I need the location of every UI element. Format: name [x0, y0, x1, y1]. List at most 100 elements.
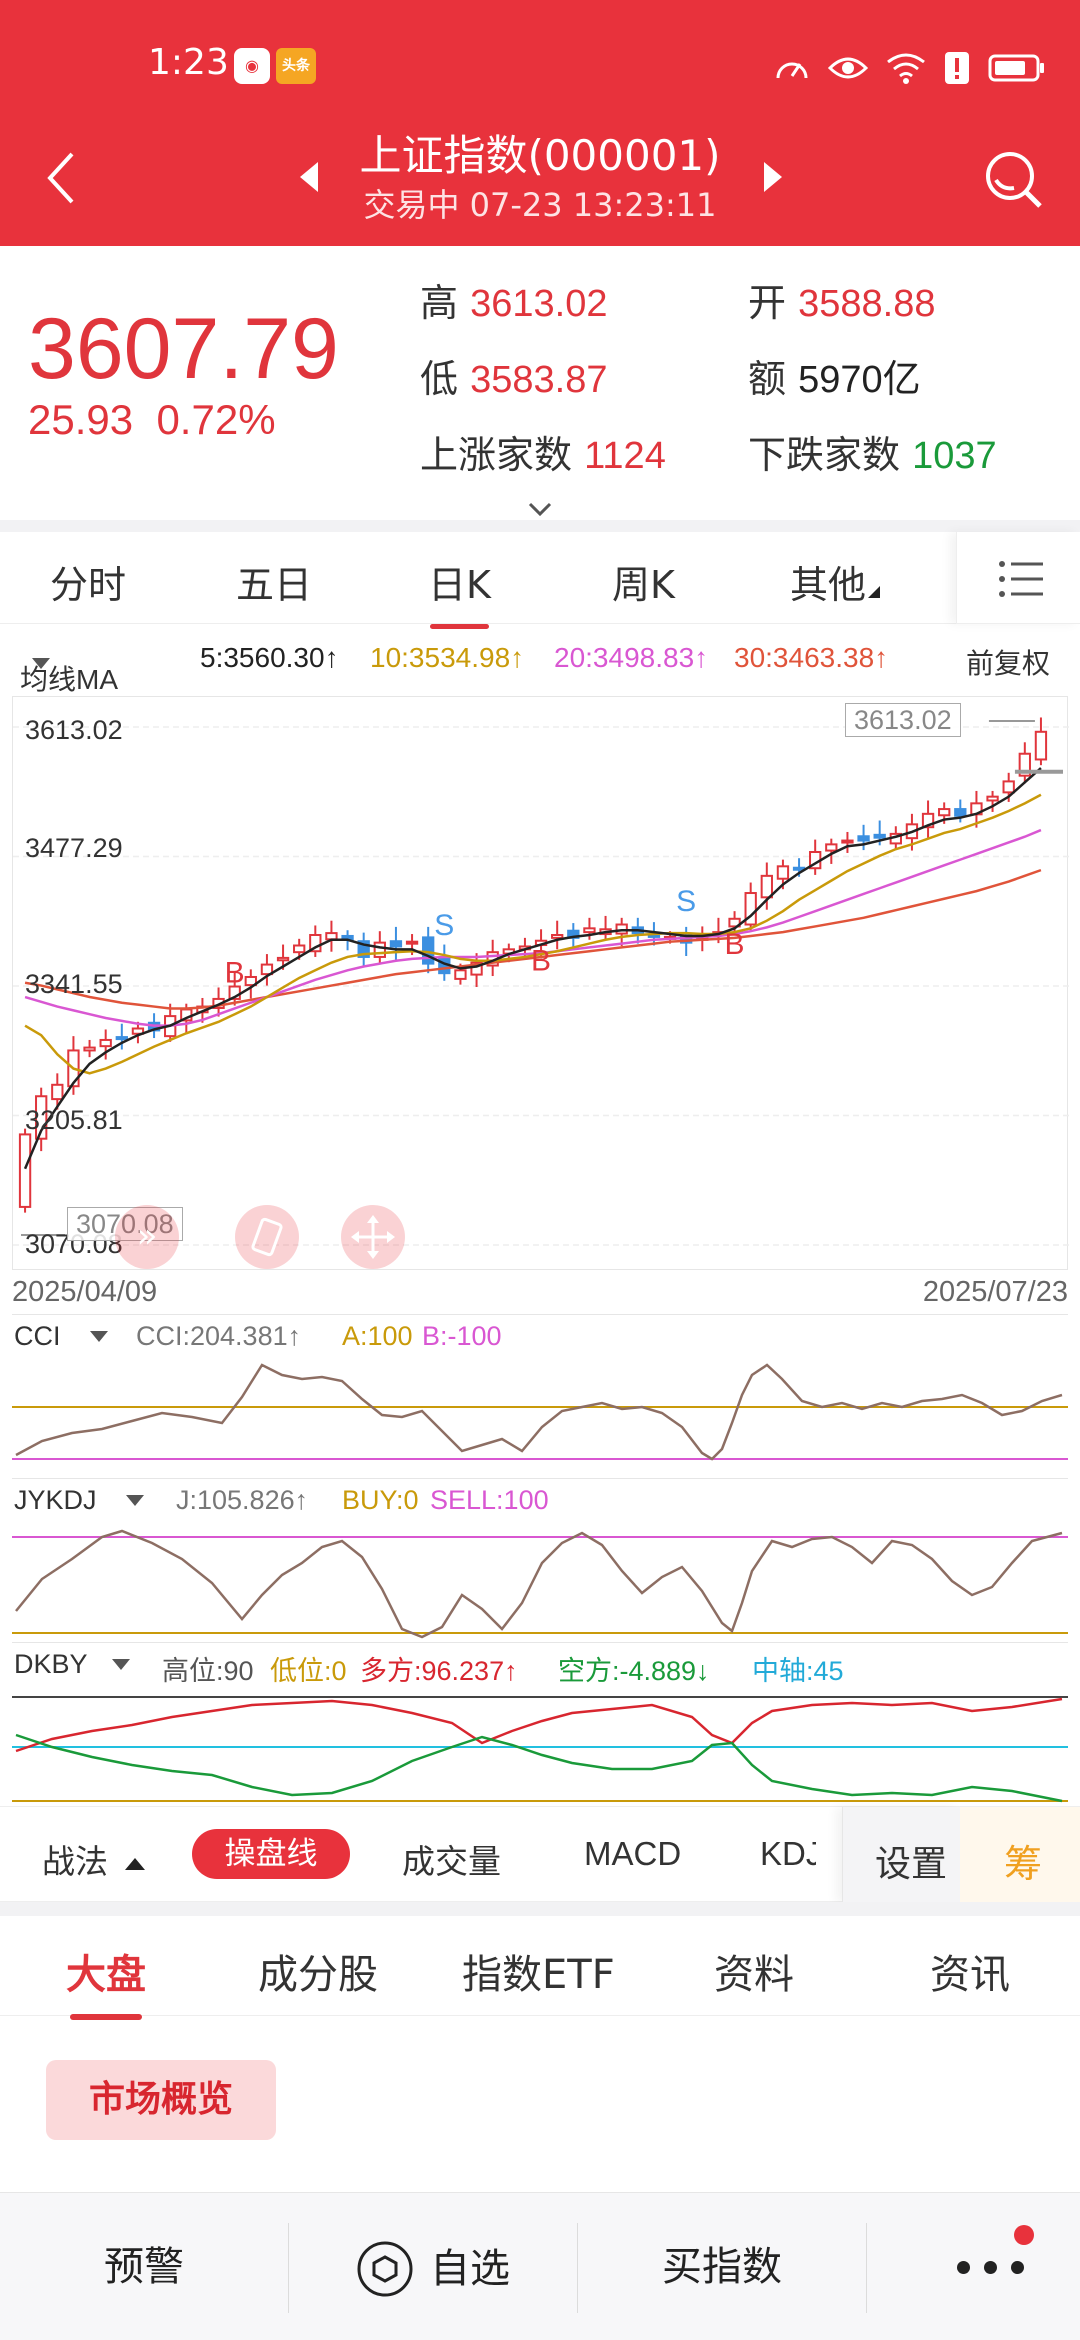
- dkby-chart: [12, 1696, 1068, 1803]
- dkby-dropdown-icon[interactable]: [112, 1659, 130, 1670]
- dkby-bear: 空方:-4.889↓: [558, 1656, 710, 1686]
- candle: [35, 1087, 48, 1152]
- tab-news[interactable]: 资讯: [930, 1952, 1010, 1998]
- buy-signal: B: [225, 957, 245, 990]
- tab-index-etf[interactable]: 指数ETF: [462, 1952, 615, 1998]
- buy-signal: B: [531, 944, 551, 977]
- sell-signal: S: [434, 909, 454, 942]
- high-value: 3613.02: [470, 283, 608, 325]
- dkby-high: 高位:90: [162, 1656, 254, 1686]
- search-icon[interactable]: [982, 148, 1044, 210]
- candle: [841, 831, 854, 853]
- candle: [260, 954, 274, 986]
- ma5-line: [23, 767, 1042, 1170]
- macd-indicator[interactable]: MACD: [584, 1835, 682, 1872]
- current-price: 3607.79: [28, 301, 339, 397]
- y-tick-label: 3341.55: [25, 969, 123, 999]
- candle: [986, 790, 999, 812]
- fullscreen-button[interactable]: [341, 1205, 405, 1269]
- cci-panel[interactable]: CCI CCI:204.381↑ A:100 B:-100: [12, 1314, 1068, 1478]
- status-time: 1:23: [148, 42, 229, 83]
- candle: [921, 800, 935, 838]
- y-tick-label: 3613.02: [25, 715, 123, 745]
- price-change: 25.93 0.72%: [28, 396, 276, 444]
- candle: [18, 1128, 32, 1213]
- active-indicator-pill[interactable]: 操盘线: [192, 1829, 350, 1879]
- cci-dropdown-icon[interactable]: [90, 1331, 108, 1342]
- more-icon[interactable]: [957, 2261, 1024, 2274]
- change-percent: 0.72%: [156, 396, 276, 443]
- tab-constituents[interactable]: 成分股: [258, 1952, 378, 1998]
- section-divider: [0, 1902, 1080, 1916]
- candle: [51, 1073, 64, 1110]
- candle: [1018, 742, 1031, 784]
- expand-chevron-icon[interactable]: [528, 502, 552, 516]
- tab-profile[interactable]: 资料: [714, 1952, 794, 1998]
- adjust-mode[interactable]: 前复权: [966, 648, 1051, 679]
- sell-signal: S: [676, 885, 696, 918]
- dkby-panel[interactable]: DKBY 高位:90 低位:0 多方:96.237↑ 空方:-4.889↓ 中轴…: [12, 1642, 1068, 1804]
- date-start: 2025/04/09: [12, 1276, 158, 1308]
- volume-indicator[interactable]: 成交量: [402, 1842, 501, 1881]
- dkby-low: 低位:0: [270, 1656, 347, 1686]
- strategy-menu[interactable]: 战法: [42, 1835, 145, 1883]
- corner-triangle-icon: [868, 586, 881, 598]
- nav-separator: [288, 2223, 289, 2313]
- tab-intraday[interactable]: 分时: [50, 563, 127, 607]
- collapse-button[interactable]: »: [115, 1205, 179, 1269]
- tab-daily-k[interactable]: 日K: [428, 554, 491, 629]
- jykdj-name[interactable]: JYKDJ: [14, 1485, 97, 1515]
- candle: [422, 926, 435, 974]
- kdj-indicator[interactable]: KDJ: [760, 1835, 816, 1872]
- dkby-header: DKBY 高位:90 低位:0 多方:96.237↑ 空方:-4.889↓ 中轴…: [12, 1643, 1068, 1686]
- jykdj-panel[interactable]: JYKDJ J:105.826↑ BUY:0 SELL:100: [12, 1478, 1068, 1642]
- candle: [115, 1023, 128, 1050]
- dkby-bear-line: [15, 1733, 1063, 1803]
- buy-index-button[interactable]: 买指数: [662, 2244, 782, 2290]
- cci-header: CCI CCI:204.381↑ A:100 B:-100: [12, 1315, 1068, 1355]
- candle: [809, 839, 822, 875]
- candle: [744, 882, 757, 931]
- watchlist-button[interactable]: 自选: [289, 2193, 577, 2340]
- period-tabs: 分时 五日 日K 周K 其他: [0, 532, 1080, 629]
- jykdj-value: J:105.826↑: [176, 1485, 309, 1515]
- dkby-name[interactable]: DKBY: [14, 1649, 88, 1679]
- cci-b: B:-100: [422, 1321, 502, 1351]
- date-end: 2025/07/23: [922, 1276, 1068, 1308]
- ma30-line: [24, 868, 1042, 1010]
- cci-name[interactable]: CCI: [14, 1321, 61, 1351]
- jykdj-dropdown-icon[interactable]: [126, 1495, 144, 1506]
- next-stock-icon[interactable]: [762, 160, 784, 194]
- alert-button[interactable]: 预警: [104, 2244, 184, 2290]
- candle: [357, 932, 370, 966]
- ma5-value: 5:3560.30↑: [200, 642, 339, 673]
- section-tabs: 大盘 成分股 指数ETF 资料 资讯: [0, 1916, 1080, 2020]
- cci-value: CCI:204.381↑: [136, 1321, 302, 1351]
- caret-up-icon: [124, 1857, 145, 1870]
- back-icon[interactable]: [40, 148, 84, 208]
- ma10-line: [24, 793, 1042, 1075]
- y-tick-label: 3477.29: [25, 833, 123, 863]
- nav-separator: [866, 2223, 867, 2313]
- prev-stock-icon[interactable]: [298, 160, 320, 194]
- candle: [728, 911, 741, 935]
- candle: [1034, 717, 1048, 766]
- chart-settings-button[interactable]: [956, 532, 1080, 624]
- app-notification-icon: ◉: [234, 48, 270, 84]
- tab-weekly-k[interactable]: 周K: [612, 563, 675, 607]
- market-overview-chip[interactable]: 市场概览: [46, 2060, 276, 2140]
- cci-line: [15, 1363, 1063, 1461]
- rotate-button[interactable]: [235, 1205, 299, 1269]
- settings-button[interactable]: 设置: [842, 1807, 960, 1903]
- chips-button[interactable]: 筹: [960, 1807, 1080, 1903]
- candle: [599, 915, 612, 940]
- candle: [825, 838, 838, 864]
- quote-panel: 3607.79 25.93 0.72% 高 3613.02 开 3588.88 …: [0, 246, 1080, 526]
- tab-five-day[interactable]: 五日: [236, 563, 313, 607]
- tab-market[interactable]: 大盘: [66, 1942, 146, 2020]
- ma-legend: 均线MA 5:3560.30↑ 10:3534.98↑ 20:3498.83↑ …: [20, 642, 1051, 695]
- candle: [486, 939, 499, 977]
- tab-other[interactable]: 其他: [790, 554, 881, 609]
